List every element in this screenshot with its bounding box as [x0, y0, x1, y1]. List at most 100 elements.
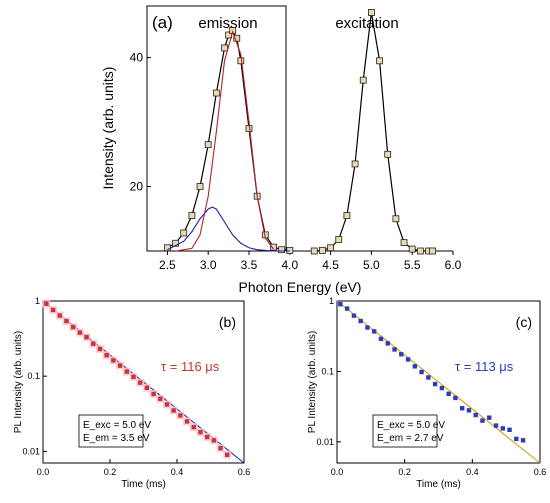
- x-tick-label: 0.4: [171, 467, 184, 477]
- x-tick-label: 3.5: [241, 258, 258, 272]
- x-tick-label: 0.2: [398, 467, 411, 477]
- data-point: [191, 424, 196, 430]
- x-tick-label: 0.0: [331, 467, 344, 477]
- data-point: [97, 346, 103, 352]
- data-point: [137, 380, 143, 385]
- y-tick-label: 0.1: [27, 371, 40, 381]
- data-point: [163, 244, 171, 252]
- panel-a: 2.5 3.0 3.5 4.0 4.5 5.0 5.5 6.0 20 40 Photon Energ…: [100, 5, 462, 295]
- x-tick-label: 2.5: [159, 258, 176, 272]
- annotation-emission: emission: [198, 15, 257, 32]
- data-point: [111, 358, 116, 363]
- data-point: [344, 306, 350, 311]
- data-point: [487, 415, 492, 420]
- data-point: [459, 406, 465, 411]
- panel-label: (a): [152, 13, 173, 32]
- data-point: [144, 385, 150, 391]
- data-point: [50, 307, 56, 313]
- data-point: [158, 396, 163, 402]
- data-point: [310, 247, 318, 255]
- data-point: [91, 341, 96, 346]
- data-point: [351, 313, 357, 318]
- data-point: [198, 429, 203, 435]
- data-point: [392, 347, 397, 352]
- data-point: [44, 301, 49, 306]
- data-point: [480, 418, 485, 423]
- data-point: [338, 302, 343, 307]
- legend-entry: E_em = 3.5 eV: [83, 433, 150, 444]
- data-point: [365, 325, 370, 330]
- data-point: [117, 363, 123, 368]
- data-point: [84, 334, 89, 340]
- data-point: [367, 9, 375, 16]
- annotation-excitation: excitation: [335, 15, 398, 32]
- data-point: [124, 369, 129, 374]
- x-tick-label: 0.2: [104, 467, 117, 477]
- data-point: [351, 160, 359, 168]
- data-point: [184, 419, 190, 424]
- data-point: [453, 395, 458, 401]
- data-point: [64, 318, 69, 324]
- data-point: [399, 352, 404, 357]
- data-point: [439, 385, 445, 391]
- x-tick-label: 5.5: [404, 258, 421, 272]
- plot-frame: [146, 5, 287, 252]
- data-point: [278, 246, 286, 254]
- data-point: [446, 391, 451, 397]
- data-point: [392, 215, 400, 223]
- data-point: [408, 245, 416, 253]
- x-axis-label: Photon Energy (eV): [239, 279, 362, 295]
- tau-annotation: τ = 116 μs: [161, 359, 220, 374]
- legend-entry: E_em = 2.7 eV: [377, 433, 444, 444]
- data-point: [466, 408, 472, 413]
- data-point: [151, 391, 156, 397]
- data-point: [212, 89, 220, 97]
- data-point: [196, 183, 204, 190]
- data-point: [412, 364, 418, 369]
- panel-b: 0.0 0.2 0.4 0.6 1 0.1 0.01 Time (ms) PL Intensit…: [13, 296, 250, 490]
- x-tick-label: 4.0: [281, 258, 298, 272]
- data-point: [493, 423, 499, 428]
- data-point: [426, 375, 431, 380]
- data-point: [359, 76, 367, 84]
- data-point: [400, 239, 408, 247]
- y-tick-label: 40: [130, 51, 144, 65]
- legend-entry: E_exc = 5.0 eV: [377, 420, 445, 431]
- x-tick-label: 3.0: [200, 258, 217, 272]
- y-tick-label: 1: [35, 296, 40, 306]
- x-axis-label: Time (ms): [416, 479, 461, 490]
- x-tick-label: 6.0: [445, 258, 462, 272]
- plot-frame: [42, 300, 245, 464]
- panel-c: 0.0 0.2 0.4 0.6 1 0.1 0.01 Time (ms) PL Intensit…: [307, 296, 546, 490]
- data-point: [57, 313, 62, 318]
- data-point: [131, 374, 136, 380]
- panel-label: (b): [219, 314, 236, 330]
- panel-label: (c): [516, 314, 532, 330]
- data-point: [319, 246, 326, 254]
- data-point: [180, 229, 188, 237]
- y-axis-label: Intensity (arb. units): [100, 67, 116, 190]
- data-point: [335, 235, 343, 243]
- legend-entry: E_exc = 5.0 eV: [83, 420, 151, 431]
- y-axis-label: PL Intensity (arb. units): [307, 331, 318, 433]
- data-point: [378, 336, 384, 342]
- legend-box: [372, 414, 438, 448]
- series-line-2: [175, 29, 274, 252]
- data-point: [384, 150, 392, 158]
- data-point: [327, 244, 335, 252]
- x-tick-label: 0.0: [37, 467, 50, 477]
- data-point: [188, 212, 196, 219]
- data-point: [171, 408, 176, 413]
- data-point: [520, 438, 526, 443]
- data-point: [164, 402, 170, 407]
- legend-box: [78, 414, 144, 448]
- data-point: [178, 413, 183, 418]
- fit-line: [336, 300, 541, 464]
- tau-annotation: τ = 113 μs: [455, 359, 514, 374]
- y-tick-label: 0.01: [316, 437, 334, 447]
- data-point: [432, 381, 438, 387]
- x-tick-label: 0.6: [534, 467, 547, 477]
- data-point: [376, 57, 383, 65]
- data-point: [429, 247, 437, 255]
